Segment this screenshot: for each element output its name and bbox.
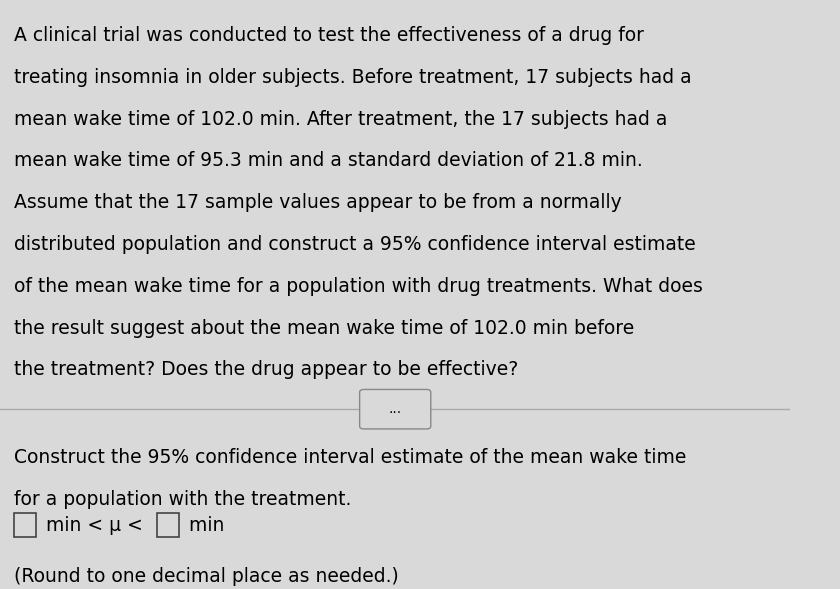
Text: of the mean wake time for a population with drug treatments. What does: of the mean wake time for a population w… (14, 277, 703, 296)
Text: the treatment? Does the drug appear to be effective?: the treatment? Does the drug appear to b… (14, 360, 518, 379)
FancyBboxPatch shape (157, 513, 180, 538)
Text: ...: ... (389, 402, 402, 416)
FancyBboxPatch shape (14, 513, 36, 538)
Text: distributed population and construct a 95% confidence interval estimate: distributed population and construct a 9… (14, 235, 696, 254)
Text: min: min (183, 516, 225, 535)
Text: Construct the 95% confidence interval estimate of the mean wake time: Construct the 95% confidence interval es… (14, 448, 686, 467)
Text: Assume that the 17 sample values appear to be from a normally: Assume that the 17 sample values appear … (14, 193, 622, 212)
Text: A clinical trial was conducted to test the effectiveness of a drug for: A clinical trial was conducted to test t… (14, 26, 644, 45)
Text: mean wake time of 95.3 min and a standard deviation of 21.8 min.: mean wake time of 95.3 min and a standar… (14, 151, 643, 170)
FancyBboxPatch shape (360, 389, 431, 429)
Text: for a population with the treatment.: for a population with the treatment. (14, 490, 352, 509)
Text: the result suggest about the mean wake time of 102.0 min before: the result suggest about the mean wake t… (14, 319, 634, 337)
Text: treating insomnia in older subjects. Before treatment, 17 subjects had a: treating insomnia in older subjects. Bef… (14, 68, 692, 87)
Text: (Round to one decimal place as needed.): (Round to one decimal place as needed.) (14, 567, 399, 586)
Text: mean wake time of 102.0 min. After treatment, the 17 subjects had a: mean wake time of 102.0 min. After treat… (14, 110, 668, 129)
Text: min < μ <: min < μ < (40, 516, 150, 535)
